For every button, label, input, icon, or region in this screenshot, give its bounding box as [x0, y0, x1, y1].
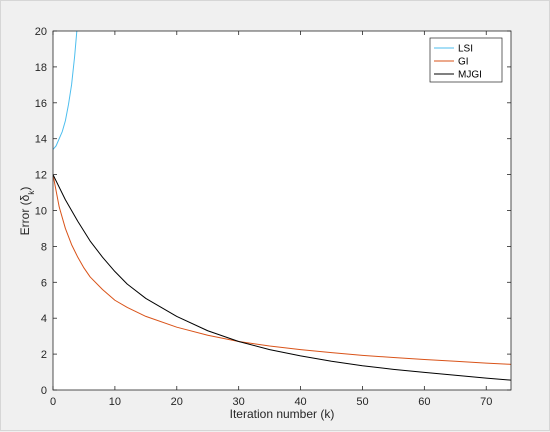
y-tick-label: 18 — [35, 62, 47, 74]
y-tick-label: 0 — [41, 385, 47, 397]
legend-box — [429, 37, 503, 83]
x-tick-label: 10 — [109, 396, 121, 408]
y-axis-title-suffix: ) — [18, 187, 32, 191]
x-tick-label: 20 — [171, 396, 183, 408]
legend-label-mjgi: MJGI — [458, 70, 482, 81]
y-axis-title-subscript: k — [27, 190, 36, 195]
x-tick-label: 50 — [356, 396, 368, 408]
series-line-mjgi — [53, 174, 511, 381]
y-tick-label: 8 — [41, 241, 47, 253]
y-tick-label: 20 — [35, 26, 47, 38]
y-tick-label: 10 — [35, 206, 47, 218]
y-axis-title-symbol: δ — [18, 194, 32, 201]
legend: LSI GI MJGI — [429, 37, 503, 83]
y-tick-label: 2 — [41, 349, 47, 361]
y-axis-title-prefix: Error ( — [18, 201, 32, 235]
y-axis-title: Error (δk) — [18, 187, 36, 236]
x-tick-label: 40 — [294, 396, 306, 408]
y-tick-label: 12 — [35, 170, 47, 182]
y-tick-label: 14 — [35, 134, 47, 146]
x-axis-title: Iteration number (k) — [230, 407, 335, 421]
legend-label-gi: GI — [458, 57, 469, 68]
x-tick-label: 60 — [418, 396, 430, 408]
plot-area — [53, 31, 511, 390]
series-line-lsi — [53, 31, 78, 150]
ticks-layer: 0 10 20 30 40 50 60 70 0 2 4 6 8 10 12 14 16 18 20 — [35, 26, 511, 408]
x-tick-label: 30 — [233, 396, 245, 408]
series-layer — [53, 31, 511, 381]
x-tick-label: 70 — [480, 396, 492, 408]
y-tick-label: 6 — [41, 277, 47, 289]
series-line-gi — [53, 174, 511, 365]
y-tick-label: 16 — [35, 98, 47, 110]
legend-label-lsi: LSI — [458, 44, 473, 55]
x-tick-label: 0 — [50, 396, 56, 408]
y-tick-label: 4 — [41, 313, 47, 325]
